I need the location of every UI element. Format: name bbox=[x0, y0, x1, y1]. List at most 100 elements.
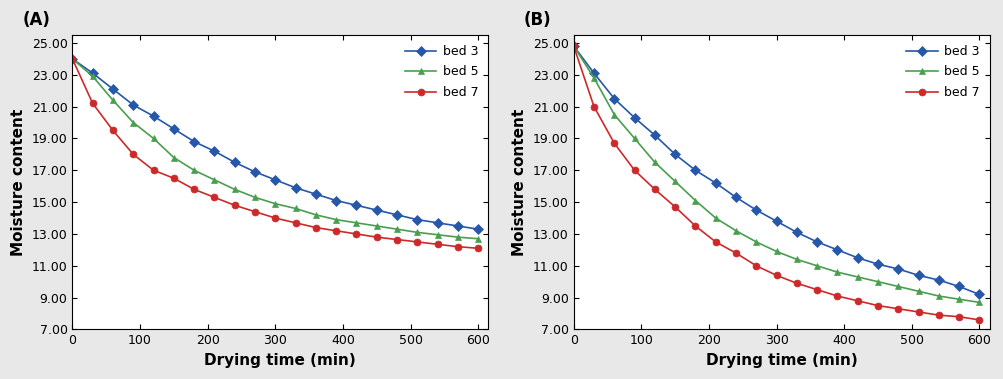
bed 7 bbox=[107, 128, 119, 133]
bed 7 bbox=[729, 251, 741, 255]
bed 5 bbox=[608, 112, 620, 117]
bed 5 bbox=[952, 297, 964, 302]
Line: bed 7: bed 7 bbox=[69, 55, 481, 252]
bed 5 bbox=[471, 236, 483, 241]
bed 3 bbox=[689, 168, 701, 172]
bed 7 bbox=[127, 152, 139, 157]
bed 3 bbox=[147, 114, 159, 118]
bed 3 bbox=[973, 292, 985, 297]
bed 7 bbox=[749, 263, 761, 268]
bed 3 bbox=[668, 152, 680, 157]
bed 7 bbox=[66, 56, 78, 61]
bed 7 bbox=[188, 187, 200, 192]
bed 5 bbox=[932, 294, 944, 298]
bed 7 bbox=[471, 246, 483, 251]
bed 5 bbox=[350, 221, 362, 225]
bed 5 bbox=[872, 279, 884, 284]
bed 3 bbox=[830, 247, 843, 252]
bed 3 bbox=[810, 240, 822, 244]
Y-axis label: Moisture content: Moisture content bbox=[512, 109, 527, 256]
Text: (B): (B) bbox=[524, 11, 551, 29]
bed 5 bbox=[269, 201, 281, 206]
bed 3 bbox=[608, 96, 620, 101]
bed 3 bbox=[86, 71, 98, 75]
bed 5 bbox=[310, 213, 322, 217]
bed 3 bbox=[310, 192, 322, 196]
bed 7 bbox=[608, 141, 620, 146]
bed 7 bbox=[249, 209, 261, 214]
bed 7 bbox=[229, 203, 241, 208]
bed 5 bbox=[810, 263, 822, 268]
bed 3 bbox=[628, 116, 640, 120]
bed 3 bbox=[289, 185, 301, 190]
bed 5 bbox=[709, 216, 721, 220]
bed 7 bbox=[370, 235, 382, 240]
bed 3 bbox=[66, 56, 78, 61]
bed 3 bbox=[188, 139, 200, 144]
bed 3 bbox=[471, 227, 483, 232]
bed 3 bbox=[330, 198, 342, 203]
bed 3 bbox=[588, 71, 600, 75]
bed 5 bbox=[830, 270, 843, 274]
bed 5 bbox=[973, 300, 985, 305]
Line: bed 5: bed 5 bbox=[570, 42, 982, 306]
bed 3 bbox=[648, 133, 660, 138]
bed 7 bbox=[350, 232, 362, 236]
bed 3 bbox=[729, 195, 741, 200]
bed 5 bbox=[188, 168, 200, 172]
bed 5 bbox=[431, 232, 443, 237]
bed 3 bbox=[851, 255, 863, 260]
bed 7 bbox=[209, 195, 221, 200]
bed 3 bbox=[790, 230, 802, 235]
bed 3 bbox=[350, 203, 362, 208]
bed 3 bbox=[269, 177, 281, 182]
X-axis label: Drying time (min): Drying time (min) bbox=[205, 353, 356, 368]
bed 3 bbox=[390, 213, 402, 217]
bed 7 bbox=[567, 44, 579, 49]
bed 7 bbox=[952, 315, 964, 319]
bed 5 bbox=[588, 76, 600, 80]
bed 5 bbox=[390, 227, 402, 232]
bed 5 bbox=[892, 284, 904, 289]
bed 3 bbox=[912, 273, 924, 277]
bed 5 bbox=[330, 217, 342, 222]
bed 3 bbox=[769, 219, 781, 224]
bed 7 bbox=[411, 240, 423, 244]
bed 7 bbox=[628, 168, 640, 172]
bed 7 bbox=[648, 187, 660, 192]
bed 7 bbox=[689, 224, 701, 228]
Y-axis label: Moisture content: Moisture content bbox=[11, 109, 26, 256]
bed 7 bbox=[709, 240, 721, 244]
bed 5 bbox=[648, 160, 660, 164]
bed 7 bbox=[892, 307, 904, 311]
bed 7 bbox=[431, 242, 443, 247]
bed 5 bbox=[411, 230, 423, 235]
bed 7 bbox=[289, 221, 301, 225]
Line: bed 3: bed 3 bbox=[69, 55, 481, 233]
bed 5 bbox=[66, 56, 78, 61]
bed 7 bbox=[390, 237, 402, 242]
bed 7 bbox=[912, 310, 924, 314]
bed 5 bbox=[912, 289, 924, 294]
bed 3 bbox=[107, 87, 119, 91]
bed 3 bbox=[168, 127, 180, 131]
bed 5 bbox=[127, 120, 139, 125]
bed 5 bbox=[229, 187, 241, 192]
bed 5 bbox=[147, 136, 159, 141]
bed 7 bbox=[872, 303, 884, 308]
X-axis label: Drying time (min): Drying time (min) bbox=[705, 353, 857, 368]
bed 5 bbox=[567, 44, 579, 49]
bed 5 bbox=[668, 179, 680, 184]
bed 7 bbox=[810, 287, 822, 292]
bed 7 bbox=[851, 299, 863, 303]
bed 5 bbox=[249, 195, 261, 200]
bed 3 bbox=[411, 217, 423, 222]
bed 5 bbox=[769, 249, 781, 254]
bed 3 bbox=[209, 149, 221, 153]
bed 7 bbox=[769, 273, 781, 277]
bed 5 bbox=[86, 74, 98, 78]
bed 7 bbox=[330, 229, 342, 233]
bed 5 bbox=[209, 177, 221, 182]
bed 7 bbox=[451, 244, 463, 249]
bed 7 bbox=[932, 313, 944, 318]
